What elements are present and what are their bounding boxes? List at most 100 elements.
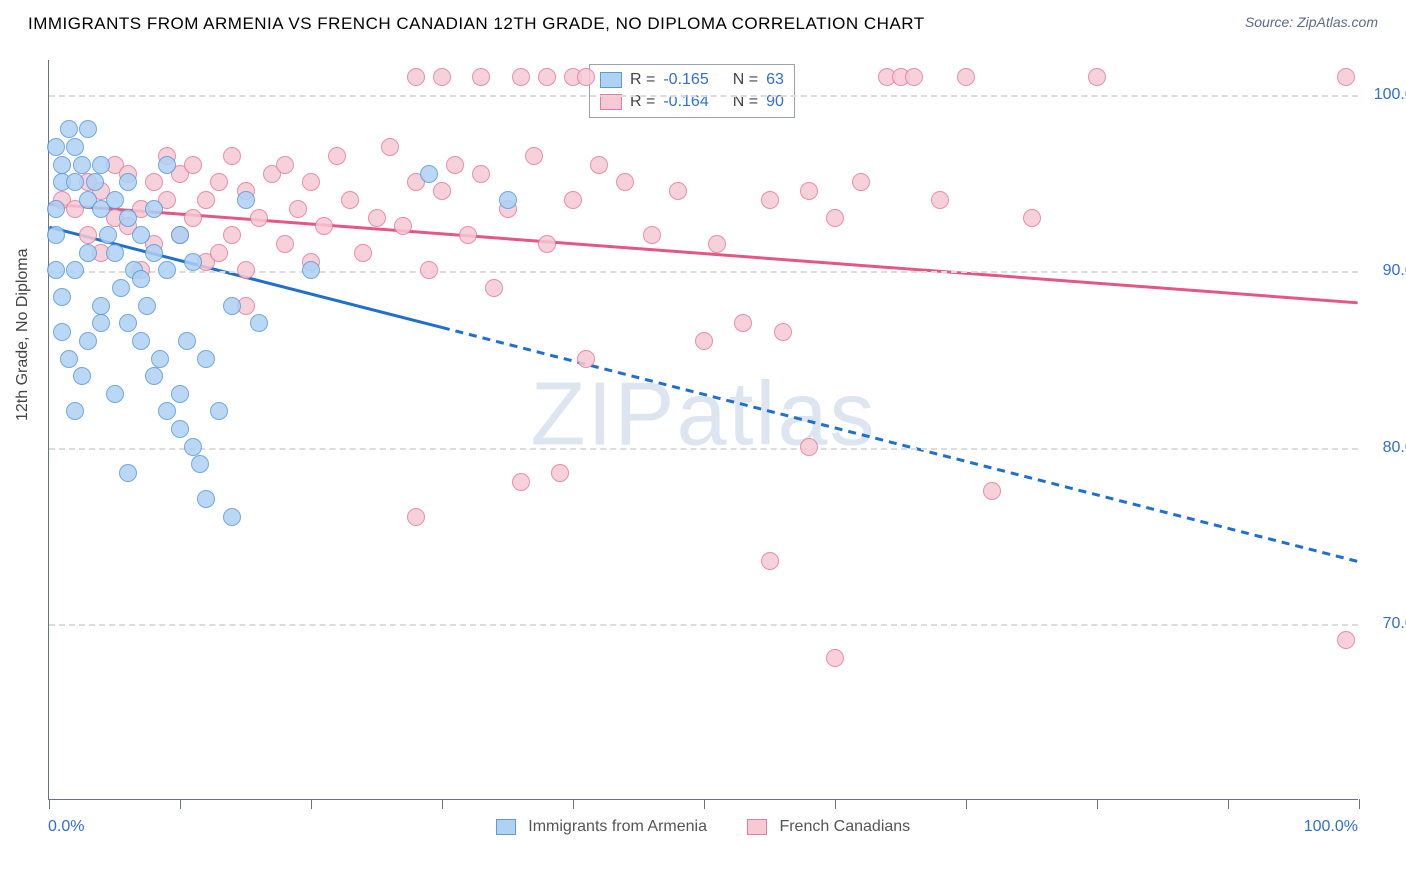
scatter-point-french: [407, 508, 425, 526]
scatter-point-french: [525, 147, 543, 165]
scatter-point-french: [407, 68, 425, 86]
scatter-point-french: [826, 649, 844, 667]
scatter-point-french: [564, 191, 582, 209]
scatter-point-armenia: [197, 350, 215, 368]
scatter-point-armenia: [66, 402, 84, 420]
grid-line: [49, 448, 1358, 450]
bottom-legend: Immigrants from Armenia French Canadians: [0, 818, 1406, 836]
scatter-point-armenia: [184, 438, 202, 456]
scatter-point-french: [1337, 631, 1355, 649]
source-label: Source: ZipAtlas.com: [1245, 14, 1378, 30]
scatter-point-french: [289, 200, 307, 218]
x-tick: [180, 799, 181, 809]
correlation-legend-box: R = -0.165 N = 63 R = -0.164 N = 90: [589, 64, 795, 118]
scatter-point-armenia: [47, 200, 65, 218]
scatter-point-french: [512, 68, 530, 86]
scatter-point-armenia: [99, 226, 117, 244]
scatter-point-french: [761, 552, 779, 570]
scatter-point-french: [354, 244, 372, 262]
scatter-point-armenia: [79, 244, 97, 262]
scatter-point-french: [512, 473, 530, 491]
scatter-point-french: [420, 261, 438, 279]
legend-label-armenia: Immigrants from Armenia: [528, 818, 707, 835]
plot-area: ZIPatlas R = -0.165 N = 63 R = -0.164 N …: [48, 60, 1358, 800]
scatter-point-french: [1337, 68, 1355, 86]
scatter-point-french: [459, 226, 477, 244]
x-tick: [1228, 799, 1229, 809]
scatter-point-french: [184, 156, 202, 174]
scatter-point-armenia: [171, 420, 189, 438]
x-tick: [311, 799, 312, 809]
scatter-point-french: [695, 332, 713, 350]
scatter-point-french: [800, 438, 818, 456]
correlation-row-armenia: R = -0.165 N = 63: [600, 69, 784, 91]
x-tick: [442, 799, 443, 809]
scatter-point-armenia: [223, 508, 241, 526]
scatter-point-armenia: [79, 332, 97, 350]
legend-item-armenia: Immigrants from Armenia: [496, 818, 707, 836]
armenia-r-value: -0.165: [663, 71, 708, 89]
x-tick: [49, 799, 50, 809]
scatter-point-armenia: [237, 191, 255, 209]
scatter-point-armenia: [132, 332, 150, 350]
scatter-point-armenia: [92, 314, 110, 332]
scatter-point-armenia: [158, 261, 176, 279]
scatter-point-armenia: [178, 332, 196, 350]
scatter-point-french: [983, 482, 1001, 500]
scatter-point-french: [708, 235, 726, 253]
scatter-point-armenia: [60, 120, 78, 138]
scatter-point-armenia: [86, 173, 104, 191]
scatter-point-french: [551, 464, 569, 482]
r-label: R =: [630, 71, 655, 89]
scatter-point-french: [394, 217, 412, 235]
scatter-point-french: [1023, 209, 1041, 227]
scatter-point-armenia: [106, 244, 124, 262]
scatter-point-armenia: [106, 385, 124, 403]
scatter-point-french: [237, 261, 255, 279]
scatter-point-armenia: [112, 279, 130, 297]
scatter-point-armenia: [132, 270, 150, 288]
scatter-point-french: [616, 173, 634, 191]
scatter-point-french: [197, 191, 215, 209]
scatter-point-armenia: [499, 191, 517, 209]
scatter-point-armenia: [151, 350, 169, 368]
scatter-point-armenia: [66, 138, 84, 156]
scatter-point-french: [210, 244, 228, 262]
scatter-point-french: [800, 182, 818, 200]
scatter-point-french: [669, 182, 687, 200]
scatter-point-armenia: [250, 314, 268, 332]
scatter-point-armenia: [158, 402, 176, 420]
scatter-point-armenia: [66, 261, 84, 279]
chart-container: IMMIGRANTS FROM ARMENIA VS FRENCH CANADI…: [0, 0, 1406, 892]
scatter-point-french: [381, 138, 399, 156]
scatter-point-french: [485, 279, 503, 297]
scatter-point-french: [276, 156, 294, 174]
grid-line: [49, 95, 1358, 97]
french-swatch-icon: [747, 819, 767, 835]
scatter-point-french: [145, 173, 163, 191]
scatter-point-french: [210, 173, 228, 191]
scatter-point-armenia: [420, 165, 438, 183]
scatter-point-armenia: [132, 226, 150, 244]
y-axis-title: 12th Grade, No Diploma: [14, 248, 32, 421]
scatter-point-armenia: [138, 297, 156, 315]
scatter-point-armenia: [60, 350, 78, 368]
armenia-swatch-icon: [496, 819, 516, 835]
grid-line: [49, 624, 1358, 626]
scatter-point-armenia: [73, 156, 91, 174]
scatter-point-french: [472, 165, 490, 183]
scatter-point-armenia: [106, 191, 124, 209]
scatter-point-armenia: [171, 385, 189, 403]
scatter-point-armenia: [47, 261, 65, 279]
scatter-point-armenia: [223, 297, 241, 315]
scatter-point-armenia: [53, 288, 71, 306]
y-tick-label: 100.0%: [1374, 86, 1406, 104]
x-tick: [1359, 799, 1360, 809]
scatter-point-armenia: [158, 156, 176, 174]
trend-lines-layer: [49, 60, 1358, 799]
scatter-point-french: [931, 191, 949, 209]
scatter-point-french: [184, 209, 202, 227]
scatter-point-french: [538, 235, 556, 253]
scatter-point-french: [223, 226, 241, 244]
x-tick: [966, 799, 967, 809]
